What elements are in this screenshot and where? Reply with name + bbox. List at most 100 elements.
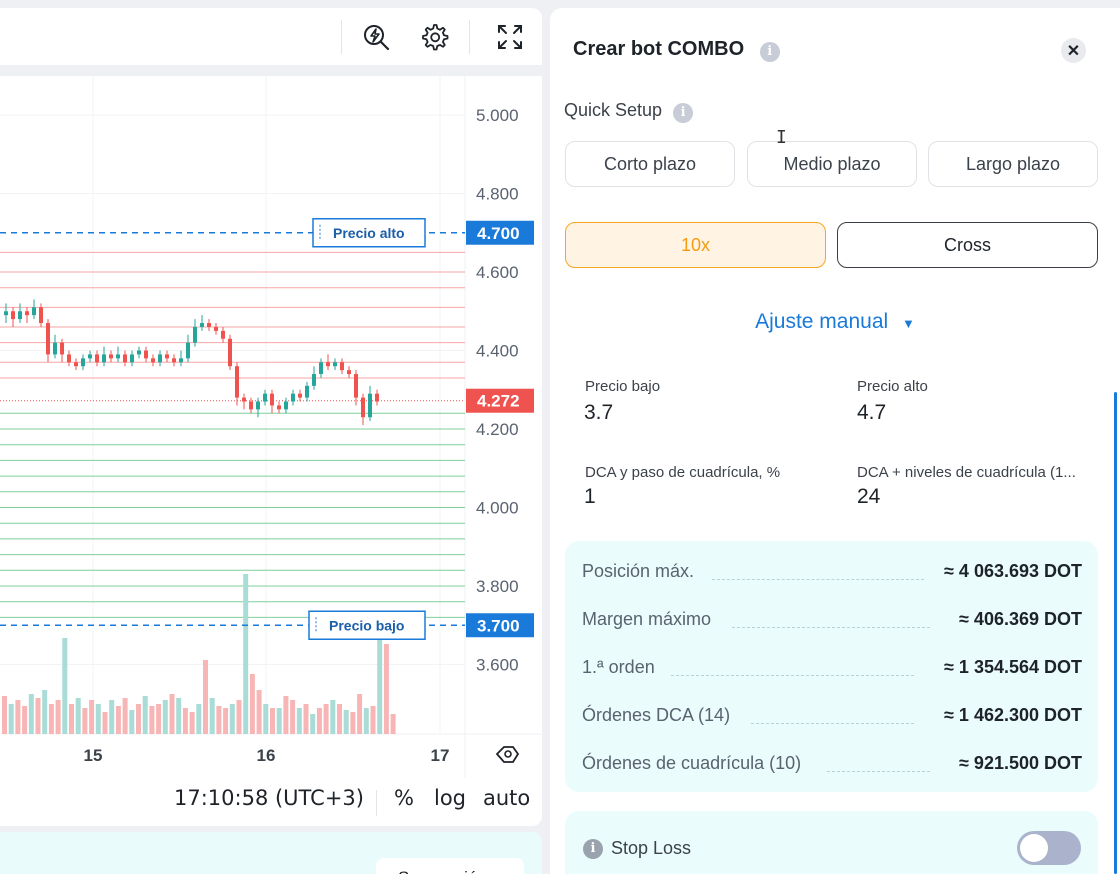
candle-body — [354, 374, 358, 398]
caret-down-icon: ▼ — [902, 316, 915, 331]
text-cursor-icon: I — [776, 127, 787, 148]
candle-body — [368, 393, 372, 418]
summary-value: ≈ 1 354.564 DOT — [944, 657, 1082, 677]
stop-loss-section: i Stop Loss — [565, 811, 1098, 874]
candle-body — [4, 311, 8, 316]
candle-body — [235, 366, 239, 398]
candle-body — [32, 307, 36, 316]
stop-loss-toggle[interactable] — [1017, 831, 1081, 865]
volume-bar — [357, 694, 363, 734]
candle-body — [39, 307, 43, 324]
summary-value: ≈ 921.500 DOT — [959, 753, 1082, 773]
margin-mode-button[interactable]: Cross — [837, 222, 1098, 268]
quick-setup-short[interactable]: Corto plazo — [565, 141, 735, 187]
suspension-button[interactable]: Suspensión — [376, 858, 524, 874]
dca-step-label: DCA y paso de cuadrícula, % — [585, 464, 781, 481]
price-axis-label: 4.600 — [476, 263, 519, 282]
dca-step-input[interactable]: 1 — [584, 485, 596, 508]
candle-body — [116, 354, 120, 359]
volume-bar — [95, 704, 101, 734]
price-chart[interactable]: Precio alto Precio bajo 5.000 4.800 4.600 4.4… — [0, 76, 542, 778]
volume-bar — [196, 704, 202, 734]
toolbar-divider — [469, 20, 470, 54]
log-scale-toggle[interactable]: log — [434, 786, 467, 810]
price-low-badge-bg — [466, 613, 534, 638]
panel-scrollbar[interactable] — [1114, 392, 1117, 874]
summary-label: Órdenes DCA (14) — [582, 705, 731, 725]
candle-body — [53, 342, 57, 355]
fullscreen-icon[interactable] — [493, 20, 527, 54]
volume-bar — [162, 700, 168, 734]
candle-body — [333, 362, 337, 367]
info-icon[interactable]: i — [583, 838, 603, 859]
candle-body — [130, 354, 134, 363]
candle-body — [193, 326, 197, 343]
chart-toolbar — [0, 8, 542, 66]
volume-bar — [249, 674, 255, 734]
candle-body — [242, 397, 246, 402]
dca-levels-label: DCA + niveles de cuadrícula (1... — [857, 464, 1076, 481]
quick-setup-long[interactable]: Largo plazo — [928, 141, 1098, 187]
price-high-input[interactable]: 4.7 — [857, 401, 887, 424]
create-bot-panel: Crear bot COMBO i ✕ Quick Setup i Corto … — [550, 8, 1120, 874]
info-icon[interactable]: i — [673, 102, 694, 123]
price-low-badge: 3.700 — [477, 616, 520, 635]
candle-body — [179, 358, 183, 363]
percent-scale-toggle[interactable]: % — [394, 786, 414, 810]
leverage-button[interactable]: 10x — [565, 222, 826, 268]
candle-body — [25, 311, 29, 316]
candle-body — [18, 311, 22, 320]
volume-bar — [270, 708, 275, 734]
quick-setup-label: Quick Setup i — [564, 100, 694, 123]
volume-bar — [2, 696, 7, 734]
lightning-search-icon[interactable] — [359, 20, 393, 54]
volume-bar — [89, 700, 95, 734]
summary-row: 1.ª orden ≈ 1 354.564 DOT — [582, 651, 1082, 681]
footer-divider — [376, 790, 377, 816]
candle-body — [312, 374, 316, 386]
volume-bar — [263, 704, 269, 734]
dotted-leader — [732, 627, 930, 628]
price-low-input[interactable]: 3.7 — [584, 401, 614, 424]
volume-bar — [390, 714, 396, 734]
candle-body — [102, 354, 106, 363]
candle-body — [81, 358, 85, 367]
dca-levels-input[interactable]: 24 — [857, 485, 881, 508]
volume-bar — [182, 708, 188, 734]
volume-bar — [223, 708, 229, 734]
volume-bar — [243, 574, 249, 734]
volume-bar — [337, 704, 342, 734]
axis-settings-icon-center — [504, 750, 512, 758]
volume-bar — [236, 700, 242, 734]
volume-bar — [15, 700, 21, 734]
price-low-label: Precio bajo — [585, 378, 661, 395]
gear-icon[interactable] — [417, 20, 451, 54]
volume-bar — [129, 710, 135, 734]
chart-footer: 17:10:58 (UTC+3) % log auto — [0, 778, 542, 826]
quick-setup-medium[interactable]: Medio plazo — [747, 141, 917, 187]
summary-value: ≈ 1 462.300 DOT — [944, 705, 1082, 725]
panel-title-text: Crear bot COMBO — [573, 38, 745, 60]
manual-setup-toggle[interactable]: Ajuste manual ▼ — [550, 310, 1120, 334]
candle-body — [263, 393, 267, 402]
below-panel: Suspensión — [0, 832, 542, 874]
candle-body — [249, 401, 253, 410]
candle-body — [123, 354, 127, 363]
auto-scale-toggle[interactable]: auto — [483, 786, 531, 810]
volume-bar — [115, 706, 121, 734]
price-low-tag: Precio bajo — [329, 617, 404, 633]
candle-body — [214, 326, 218, 331]
candle-body — [60, 342, 64, 355]
volume-bar — [156, 704, 162, 734]
chart-time: 17:10:58 (UTC+3) — [174, 786, 364, 810]
summary-label: Margen máximo — [582, 609, 712, 629]
info-icon[interactable]: i — [759, 41, 780, 62]
summary-value: ≈ 4 063.693 DOT — [944, 561, 1082, 581]
close-button[interactable]: ✕ — [1061, 38, 1086, 63]
candle-body — [291, 393, 295, 402]
candle-body — [172, 358, 176, 363]
price-high-tag-box — [312, 218, 426, 248]
volume-bar — [102, 712, 108, 734]
price-axis-label: 4.200 — [476, 420, 519, 439]
axis-settings-icon — [495, 746, 520, 763]
